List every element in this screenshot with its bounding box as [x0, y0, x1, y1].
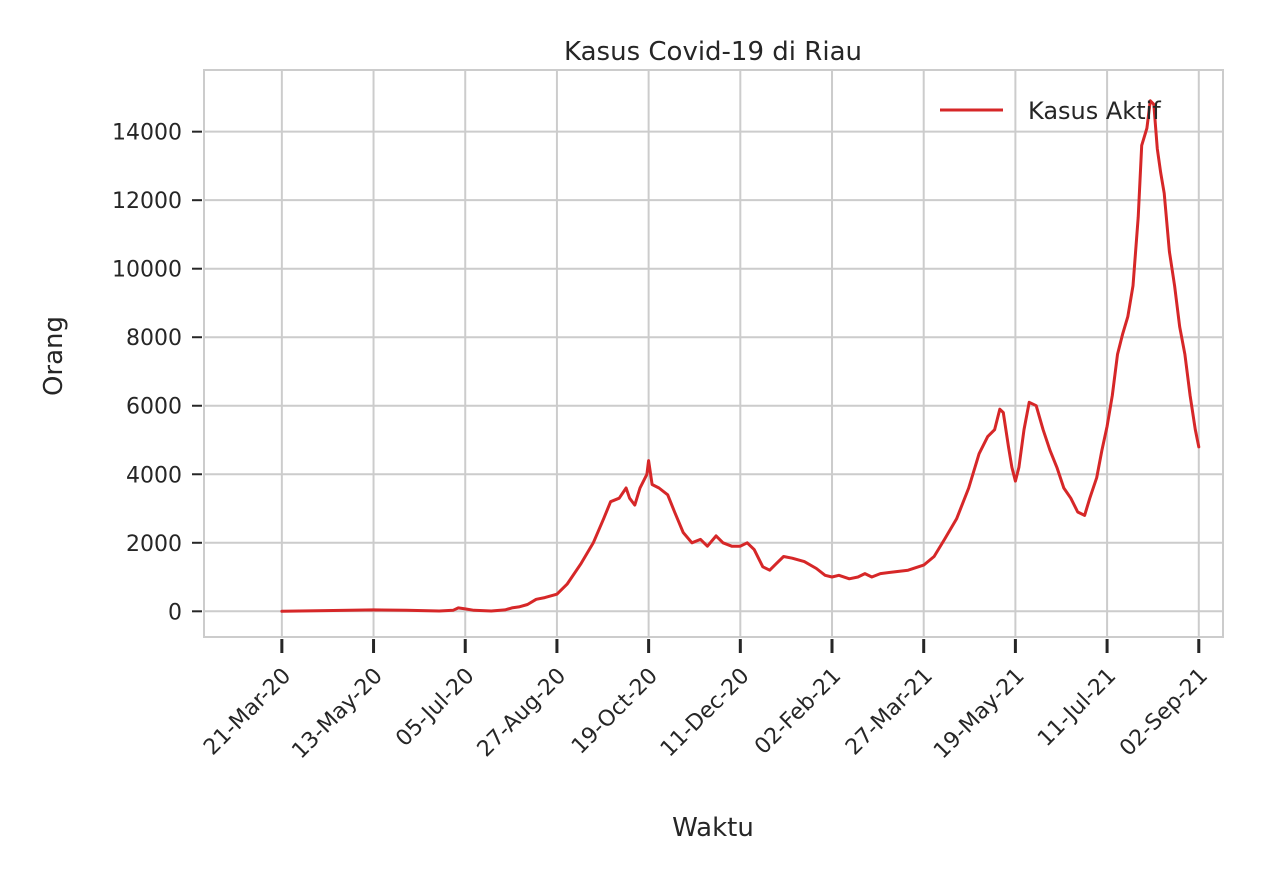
y-tick-label: 14000 — [112, 121, 182, 146]
y-tick-label: 0 — [168, 600, 182, 625]
series-line-kasus-aktif — [280, 99, 1201, 613]
legend-label-kasus-aktif: Kasus Aktif — [1028, 97, 1161, 125]
grid-lines — [204, 70, 1223, 637]
plot-frame — [203, 69, 1224, 638]
y-tick-label: 10000 — [112, 258, 182, 283]
legend: Kasus Aktif — [940, 97, 1161, 125]
x-axis-label: Waktu — [672, 813, 754, 843]
chart-title: Kasus Covid-19 di Riau — [564, 37, 862, 67]
y-axis-label: Orang — [39, 316, 69, 396]
y-tick-label: 8000 — [126, 326, 182, 351]
y-tick-label: 2000 — [126, 532, 182, 557]
y-tick-label: 4000 — [126, 463, 182, 488]
y-tick-label: 12000 — [112, 189, 182, 214]
series-layer — [280, 99, 1201, 613]
y-tick-label: 6000 — [126, 395, 182, 420]
